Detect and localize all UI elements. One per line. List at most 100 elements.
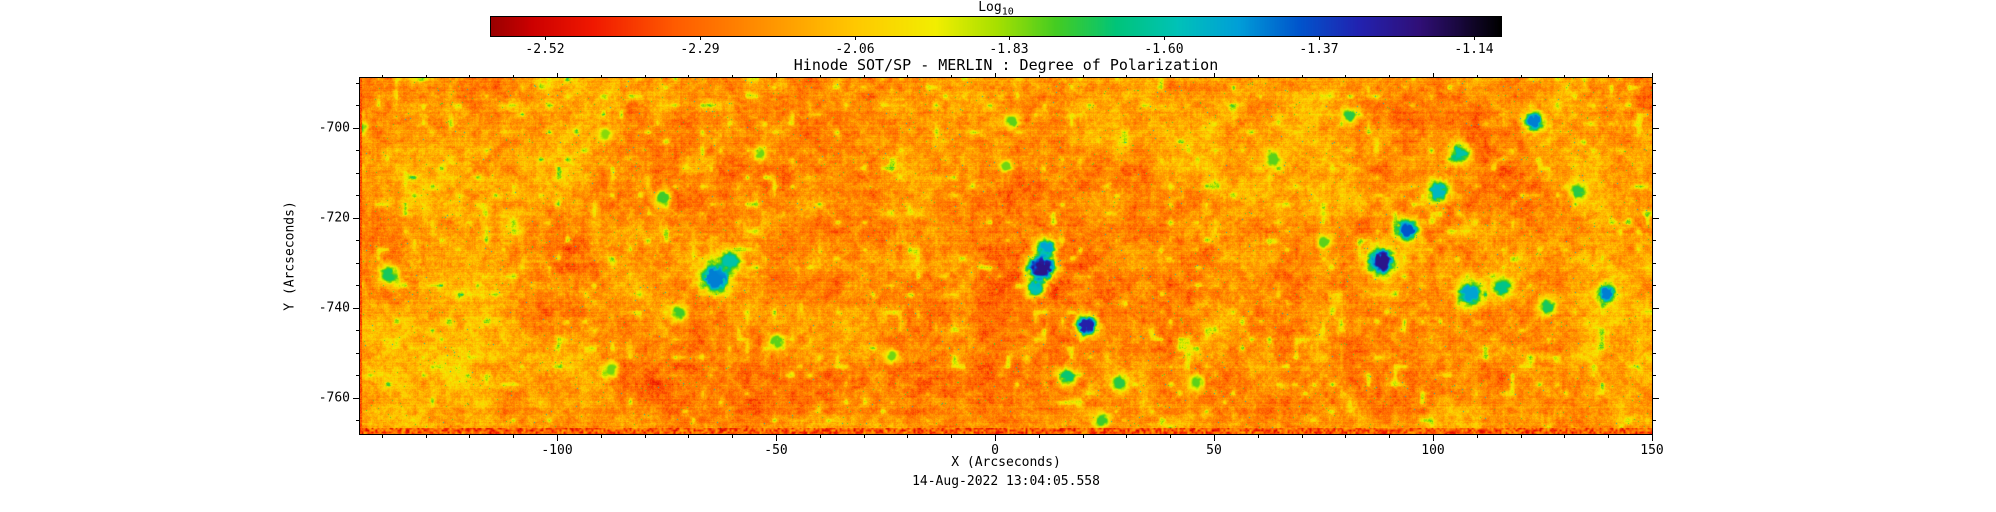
- axis-tick: [356, 83, 360, 84]
- axis-tick: [1170, 434, 1171, 438]
- axis-tick: [1564, 75, 1565, 78]
- axis-tick: [513, 75, 514, 78]
- axis-tick: [353, 308, 360, 309]
- axis-tick: [426, 434, 427, 438]
- axis-tick: [1652, 150, 1656, 151]
- axis-tick: [1214, 434, 1215, 441]
- axis-tick: [1345, 75, 1346, 78]
- axis-tick: [995, 434, 996, 441]
- colorbar-tick-label: -1.83: [989, 42, 1029, 57]
- axis-tick: [356, 173, 360, 174]
- axis-tick: [645, 75, 646, 78]
- axis-tick: [426, 75, 427, 78]
- axis-tick: [601, 434, 602, 438]
- axis-tick: [557, 73, 558, 78]
- axis-tick: [820, 434, 821, 438]
- axis-tick: [1652, 128, 1659, 129]
- axis-tick: [1389, 434, 1390, 438]
- axis-tick: [1126, 434, 1127, 438]
- axis-tick: [1652, 434, 1653, 441]
- axis-tick: [469, 434, 470, 438]
- axis-tick: [700, 36, 701, 40]
- axis-tick: [688, 434, 689, 438]
- axis-tick: [864, 75, 865, 78]
- axis-tick: [601, 75, 602, 78]
- axis-tick: [356, 240, 360, 241]
- axis-tick: [1521, 434, 1522, 438]
- axis-tick: [1608, 75, 1609, 78]
- x-tick-label: -50: [764, 443, 788, 458]
- axis-tick: [1608, 434, 1609, 438]
- axis-tick: [855, 36, 856, 40]
- axis-tick: [1652, 218, 1659, 219]
- axis-tick: [951, 75, 952, 78]
- colorbar-title: Log10: [978, 0, 1014, 18]
- axis-tick: [1009, 36, 1010, 40]
- axis-tick: [776, 73, 777, 78]
- axis-tick: [1652, 398, 1659, 399]
- axis-tick: [1652, 375, 1656, 376]
- axis-tick: [1652, 330, 1656, 331]
- axis-tick: [1652, 240, 1656, 241]
- colorbar-title-text: Log: [978, 0, 1002, 15]
- axis-tick: [353, 218, 360, 219]
- axis-tick: [353, 398, 360, 399]
- colorbar-title-subscript: 10: [1001, 6, 1014, 18]
- axis-tick: [820, 75, 821, 78]
- axis-tick: [1477, 75, 1478, 78]
- x-tick-label: 100: [1421, 443, 1445, 458]
- axis-tick: [1319, 36, 1320, 40]
- axis-tick: [557, 434, 558, 441]
- axis-tick: [951, 434, 952, 438]
- axis-tick: [382, 434, 383, 438]
- axis-tick: [1652, 195, 1656, 196]
- axis-tick: [688, 75, 689, 78]
- axis-tick: [1564, 434, 1565, 438]
- axis-tick: [1302, 434, 1303, 438]
- y-tick-label: -720: [318, 210, 350, 226]
- axis-tick: [1039, 75, 1040, 78]
- axis-tick: [356, 330, 360, 331]
- axis-tick: [356, 195, 360, 196]
- axis-tick: [776, 434, 777, 441]
- axis-tick: [1258, 434, 1259, 438]
- colorbar-tick-label: -1.60: [1144, 42, 1184, 57]
- axis-tick: [1652, 420, 1656, 421]
- axis-tick: [1164, 36, 1165, 40]
- axis-tick: [356, 105, 360, 106]
- axis-tick: [1433, 73, 1434, 78]
- axis-tick: [907, 75, 908, 78]
- axis-tick: [1652, 83, 1656, 84]
- axis-tick: [1652, 285, 1656, 286]
- axis-tick: [1477, 434, 1478, 438]
- axis-tick: [356, 353, 360, 354]
- axis-tick: [382, 75, 383, 78]
- axis-tick: [1389, 75, 1390, 78]
- axis-tick: [1521, 75, 1522, 78]
- axis-tick: [1652, 105, 1656, 106]
- y-axis-label: Y (Arcseconds): [282, 201, 298, 311]
- axis-tick: [732, 75, 733, 78]
- axis-tick: [1302, 75, 1303, 78]
- axis-tick: [995, 73, 996, 78]
- axis-tick: [356, 420, 360, 421]
- axis-tick: [1652, 173, 1656, 174]
- axis-tick: [1170, 75, 1171, 78]
- axis-tick: [1039, 434, 1040, 438]
- colorbar-tick-label: -1.14: [1454, 42, 1494, 57]
- axis-tick: [1126, 75, 1127, 78]
- x-tick-label: -100: [541, 443, 573, 458]
- axis-tick: [469, 75, 470, 78]
- axis-tick: [356, 375, 360, 376]
- axis-tick: [1474, 36, 1475, 40]
- axis-tick: [1652, 353, 1656, 354]
- axis-tick: [1652, 73, 1653, 78]
- axis-tick: [356, 150, 360, 151]
- colorbar-tick-label: -2.06: [835, 42, 875, 57]
- y-tick-label: -740: [318, 300, 350, 316]
- axis-tick: [513, 434, 514, 438]
- plot-title: Hinode SOT/SP - MERLIN : Degree of Polar…: [793, 56, 1219, 74]
- colorbar-gradient: [490, 16, 1502, 37]
- colorbar-tick-label: -1.37: [1299, 42, 1339, 57]
